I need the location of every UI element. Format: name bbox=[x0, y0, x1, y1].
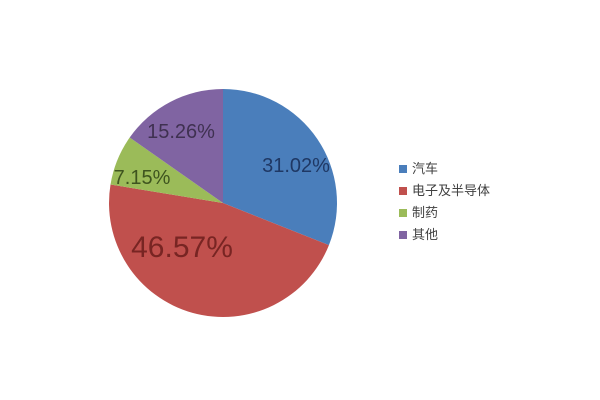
slice-percent-label-制药: 7.15% bbox=[113, 167, 171, 189]
chart-legend: 汽车电子及半导体 制药其他 bbox=[399, 161, 490, 242]
legend-swatch-icon bbox=[399, 164, 407, 173]
slice-percent-label-汽车: 31.02% bbox=[262, 155, 330, 177]
pie-slice-电子及半导体 bbox=[109, 184, 329, 317]
legend-swatch-icon bbox=[399, 186, 407, 195]
legend-swatch-icon bbox=[399, 230, 407, 239]
legend-item-其他: 其他 bbox=[399, 227, 490, 242]
pie-slice-制药 bbox=[110, 137, 223, 203]
legend-label: 汽车 bbox=[412, 161, 439, 176]
legend-item-电子及半导体: 电子及半导体 bbox=[399, 183, 490, 198]
slice-percent-label-电子及半导体: 46.57% bbox=[131, 231, 233, 264]
legend-label: 制药 bbox=[412, 205, 439, 220]
pie-slice-汽车 bbox=[223, 89, 337, 246]
pie-slice-其他 bbox=[129, 89, 223, 203]
legend-item-制药: 制药 bbox=[399, 205, 490, 220]
legend-swatch-icon bbox=[399, 208, 407, 217]
slice-percent-label-其他: 15.26% bbox=[147, 121, 215, 143]
legend-label: 电子及半导体 bbox=[412, 183, 491, 198]
legend-label: 其他 bbox=[412, 227, 439, 242]
legend-item-汽车: 汽车 bbox=[399, 161, 490, 176]
